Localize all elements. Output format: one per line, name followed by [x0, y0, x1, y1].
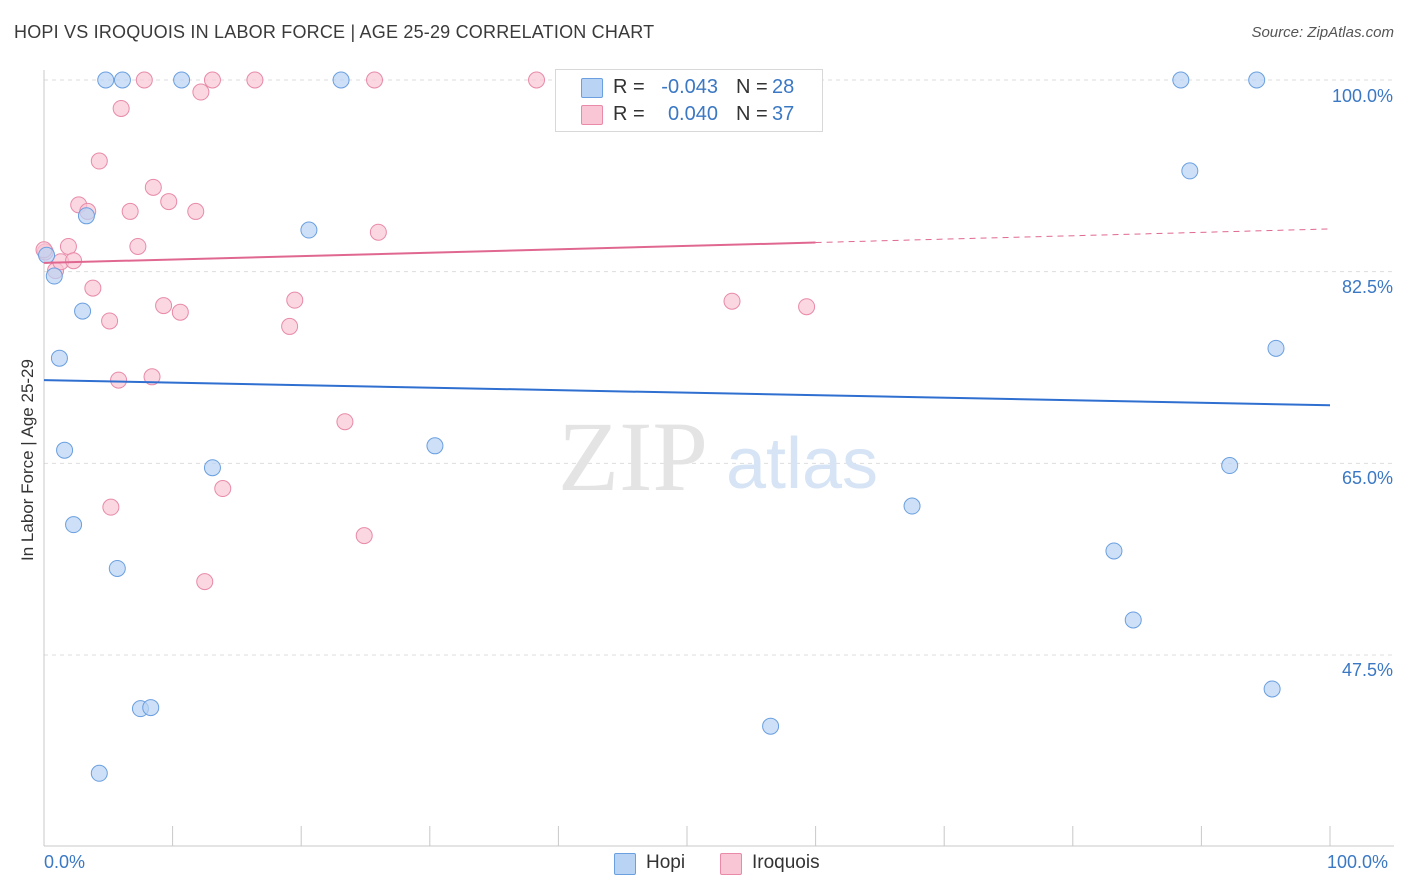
- hopi-point: [56, 441, 74, 459]
- axes: [43, 70, 1394, 847]
- hopi-point: [300, 221, 318, 239]
- iroquois-point: [90, 152, 108, 170]
- hopi-point: [426, 437, 444, 455]
- iroquois-point: [102, 498, 120, 516]
- y-tick-label-65: 65.0%: [1341, 468, 1393, 488]
- iroquois-point: [101, 312, 119, 330]
- hopi-point: [1124, 611, 1142, 629]
- hopi-point: [1221, 457, 1239, 475]
- iroquois-point: [723, 292, 741, 310]
- hopi-point: [173, 71, 191, 89]
- iroquois-point: [281, 317, 299, 335]
- iroquois-trend-line-extension: [815, 228, 1331, 244]
- iroquois-point: [144, 178, 162, 196]
- hopi-point: [1267, 339, 1285, 357]
- y-axis-label: In Labor Force | Age 25-29: [18, 359, 37, 561]
- legend-hopi-label: Hopi: [646, 852, 686, 873]
- iroquois-point: [155, 297, 173, 315]
- iroquois-r-value: 0.040: [667, 103, 718, 125]
- x-tick-marks: [43, 826, 1331, 846]
- y-tick-label-47-5: 47.5%: [1341, 660, 1393, 680]
- iroquois-point: [160, 193, 178, 211]
- hopi-swatch: [581, 78, 603, 98]
- stats-row-iroquois: R = 0.040 N = 37: [556, 100, 822, 128]
- iroquois-n-value: 37: [772, 103, 795, 125]
- hopi-point: [50, 349, 68, 367]
- iroquois-point: [135, 71, 153, 89]
- y-tick-label-82-5: 82.5%: [1341, 277, 1393, 297]
- iroquois-point: [214, 480, 232, 498]
- iroquois-point: [528, 71, 546, 89]
- hopi-n-label: N =: [736, 76, 768, 98]
- hopi-point: [74, 302, 92, 320]
- hopi-point: [142, 699, 160, 717]
- iroquois-trend-line: [43, 241, 816, 264]
- legend-iroquois-label: Iroquois: [752, 852, 820, 873]
- iroquois-point: [121, 202, 139, 220]
- iroquois-point: [59, 237, 77, 255]
- hopi-point: [97, 71, 115, 89]
- watermark-zip: ZIP: [558, 401, 708, 512]
- chart-title: HOPI VS IROQUOIS IN LABOR FORCE | AGE 25…: [14, 22, 655, 42]
- iroquois-point: [798, 298, 816, 316]
- hopi-point: [113, 71, 131, 89]
- iroquois-point: [355, 527, 373, 545]
- iroquois-point: [84, 279, 102, 297]
- iroquois-point: [196, 573, 214, 591]
- stats-row-hopi: R = -0.043 N = 28: [556, 73, 822, 101]
- iroquois-r-label: R =: [613, 103, 645, 125]
- hopi-point: [38, 246, 56, 264]
- iroquois-n-label: N =: [736, 103, 768, 125]
- iroquois-point: [336, 413, 354, 431]
- hopi-point: [1263, 680, 1281, 698]
- hopi-point: [90, 764, 108, 782]
- hopi-point: [1105, 542, 1123, 560]
- watermark: ZIP atlas: [558, 401, 878, 512]
- hopi-points: [38, 71, 1285, 782]
- hopi-point: [203, 459, 221, 477]
- hopi-r-value: -0.043: [661, 76, 718, 98]
- hopi-point: [45, 267, 63, 285]
- hopi-point: [903, 497, 921, 515]
- hopi-n-value: 28: [772, 76, 795, 98]
- hopi-trend-line: [43, 379, 1331, 407]
- hopi-point: [1172, 71, 1190, 89]
- hopi-point: [108, 559, 126, 577]
- hopi-point: [1248, 71, 1266, 89]
- legend-iroquois-swatch: [720, 853, 742, 875]
- iroquois-point: [110, 371, 128, 389]
- iroquois-point: [366, 71, 384, 89]
- iroquois-point: [65, 252, 83, 270]
- iroquois-point: [171, 303, 189, 321]
- hopi-point: [65, 516, 83, 534]
- iroquois-point: [286, 291, 304, 309]
- hopi-r-label: R =: [613, 76, 645, 98]
- hopi-point: [77, 207, 95, 225]
- watermark-atlas: atlas: [726, 424, 878, 504]
- trend-lines: [43, 228, 1331, 407]
- hopi-point: [332, 71, 350, 89]
- y-tick-label-100: 100.0%: [1331, 86, 1393, 106]
- iroquois-point: [192, 83, 210, 101]
- iroquois-point: [112, 99, 130, 117]
- iroquois-points: [35, 71, 816, 591]
- x-tick-label-max: 100.0%: [1327, 852, 1389, 872]
- iroquois-point: [246, 71, 264, 89]
- legend-hopi-swatch: [614, 853, 636, 875]
- hopi-point: [762, 717, 780, 735]
- chart-source: Source: ZipAtlas.com: [1251, 24, 1394, 41]
- correlation-stats-box: R = -0.043 N = 28 R = 0.040 N = 37: [555, 69, 823, 132]
- hopi-point: [1181, 162, 1199, 180]
- iroquois-point: [203, 71, 221, 89]
- iroquois-point: [187, 202, 205, 220]
- x-tick-label-min: 0.0%: [44, 852, 86, 872]
- iroquois-point: [129, 237, 147, 255]
- iroquois-point: [143, 368, 161, 386]
- iroquois-swatch: [581, 105, 603, 125]
- iroquois-point: [369, 223, 387, 241]
